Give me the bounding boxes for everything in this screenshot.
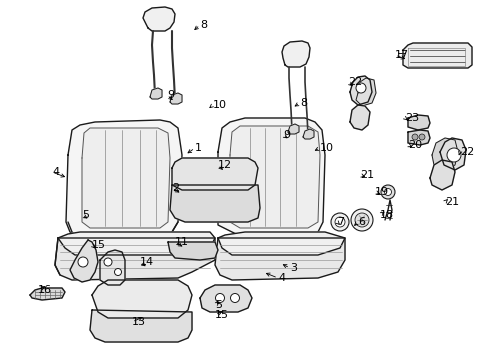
Text: 8: 8 [299, 98, 306, 108]
Text: 3: 3 [289, 263, 296, 273]
Text: 4: 4 [52, 167, 59, 177]
Text: 19: 19 [374, 187, 388, 197]
Text: 9: 9 [167, 90, 174, 100]
Text: 5: 5 [82, 210, 89, 220]
Text: 8: 8 [200, 20, 207, 30]
Polygon shape [66, 120, 182, 238]
Text: 22: 22 [347, 77, 362, 87]
Text: 2: 2 [172, 183, 179, 193]
Polygon shape [287, 124, 298, 134]
Polygon shape [282, 41, 309, 67]
Polygon shape [150, 88, 162, 99]
Polygon shape [218, 232, 345, 255]
Text: 15: 15 [92, 240, 106, 250]
Polygon shape [168, 242, 218, 260]
Text: 21: 21 [359, 170, 373, 180]
Text: 9: 9 [283, 130, 289, 140]
Text: 7: 7 [336, 217, 344, 227]
Polygon shape [303, 129, 313, 139]
Text: 14: 14 [140, 257, 154, 267]
Polygon shape [170, 93, 182, 104]
Circle shape [446, 148, 460, 162]
Text: 6: 6 [357, 217, 364, 227]
Polygon shape [355, 78, 375, 106]
Polygon shape [429, 160, 454, 190]
Text: 5: 5 [215, 300, 222, 310]
Text: 13: 13 [132, 317, 146, 327]
Circle shape [230, 293, 239, 302]
Polygon shape [200, 285, 251, 312]
Polygon shape [142, 7, 175, 31]
Circle shape [354, 213, 368, 227]
Polygon shape [70, 240, 98, 282]
Polygon shape [215, 238, 345, 280]
Polygon shape [407, 130, 429, 145]
Polygon shape [402, 43, 471, 68]
Circle shape [334, 217, 345, 227]
Circle shape [104, 258, 112, 266]
Text: 15: 15 [215, 310, 228, 320]
Polygon shape [218, 118, 325, 238]
Circle shape [330, 213, 348, 231]
Text: 4: 4 [278, 273, 285, 283]
Polygon shape [170, 185, 260, 222]
Polygon shape [58, 232, 215, 255]
Text: 10: 10 [213, 100, 226, 110]
Polygon shape [349, 76, 371, 105]
Polygon shape [55, 238, 215, 280]
Text: 22: 22 [459, 147, 473, 157]
Circle shape [418, 134, 424, 140]
Text: 18: 18 [379, 210, 393, 220]
Text: 17: 17 [394, 50, 408, 60]
Circle shape [114, 269, 121, 275]
Text: 21: 21 [444, 197, 458, 207]
Text: 11: 11 [175, 237, 189, 247]
Text: 23: 23 [404, 113, 418, 123]
Circle shape [215, 293, 224, 302]
Circle shape [355, 83, 365, 93]
Polygon shape [82, 128, 170, 228]
Text: 1: 1 [195, 143, 202, 153]
Circle shape [350, 209, 372, 231]
Polygon shape [349, 105, 369, 130]
Polygon shape [90, 310, 192, 342]
Circle shape [384, 189, 391, 195]
Text: 20: 20 [407, 140, 421, 150]
Text: 12: 12 [218, 160, 232, 170]
Circle shape [380, 185, 394, 199]
Text: 16: 16 [38, 285, 52, 295]
Polygon shape [92, 280, 192, 318]
Polygon shape [431, 138, 457, 170]
Circle shape [411, 134, 417, 140]
Polygon shape [30, 288, 65, 300]
Polygon shape [439, 138, 465, 170]
Circle shape [78, 257, 88, 267]
Polygon shape [407, 115, 429, 130]
Text: 10: 10 [319, 143, 333, 153]
Polygon shape [172, 158, 258, 190]
Polygon shape [229, 126, 319, 228]
Polygon shape [100, 250, 125, 285]
